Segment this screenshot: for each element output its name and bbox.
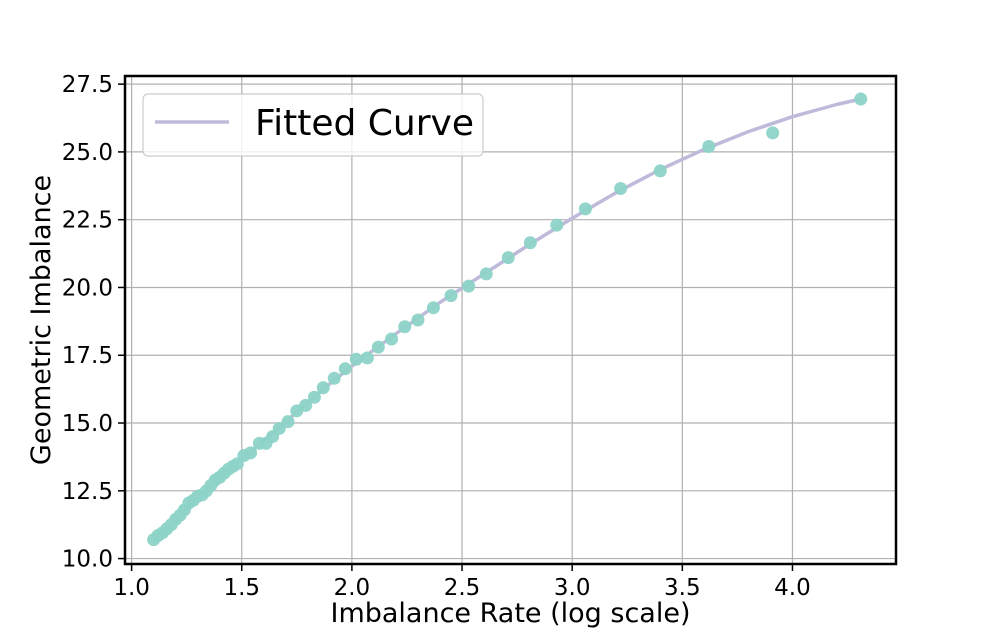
data-point [523, 236, 537, 250]
y-tick-label: 22.5 [62, 208, 113, 234]
data-point [426, 301, 440, 315]
data-point [444, 289, 458, 303]
grid [125, 76, 896, 564]
data-point [398, 320, 412, 334]
x-tick-label: 2.5 [444, 575, 481, 601]
x-tick-label: 3.0 [554, 575, 591, 601]
y-axis-label: Geometric Imbalance [26, 175, 57, 465]
data-point [550, 218, 564, 232]
data-point [479, 267, 493, 281]
legend-box [142, 93, 484, 157]
x-axis-ticks: 1.0 1.5 2.0 2.5 3.0 3.5 4.0 [113, 564, 811, 601]
x-tick-label: 1.0 [113, 575, 150, 601]
data-point [766, 126, 780, 140]
x-tick-label: 1.5 [223, 575, 260, 601]
y-tick-label: 25.0 [62, 140, 113, 166]
plot-frame [123, 74, 898, 566]
legend-label-fitted-curve: Fitted Curve [255, 103, 474, 144]
data-point [462, 279, 476, 293]
legend: Fitted Curve [142, 93, 484, 157]
data-point [371, 340, 385, 354]
data-point [307, 390, 321, 404]
data-point [854, 92, 868, 106]
x-tick-label: 3.5 [664, 575, 701, 601]
data-point [299, 398, 313, 412]
y-tick-label: 12.5 [62, 479, 113, 505]
y-tick-label: 20.0 [62, 275, 113, 301]
data-point [411, 313, 425, 327]
data-point [702, 139, 716, 153]
data-points-layer [147, 92, 868, 547]
data-point [614, 182, 628, 196]
data-point [272, 421, 286, 435]
y-tick-label: 17.5 [62, 343, 113, 369]
x-tick-label: 4.0 [774, 575, 811, 601]
data-point [244, 446, 258, 460]
y-tick-label: 15.0 [62, 411, 113, 437]
data-point [349, 352, 363, 366]
data-point [316, 381, 330, 395]
y-tick-label: 27.5 [62, 72, 113, 98]
data-point [653, 164, 667, 178]
data-point [360, 351, 374, 365]
x-axis-label: Imbalance Rate (log scale) [330, 598, 690, 629]
data-point [501, 251, 515, 265]
y-tick-label: 10.0 [62, 547, 113, 573]
x-tick-label: 2.0 [334, 575, 371, 601]
data-point [385, 332, 399, 346]
data-point [578, 202, 592, 216]
data-point [338, 362, 352, 376]
y-axis-ticks: 10.0 12.5 15.0 17.5 20.0 22.5 25.0 27.5 [62, 72, 125, 573]
data-point [281, 415, 295, 429]
data-point [327, 371, 341, 385]
